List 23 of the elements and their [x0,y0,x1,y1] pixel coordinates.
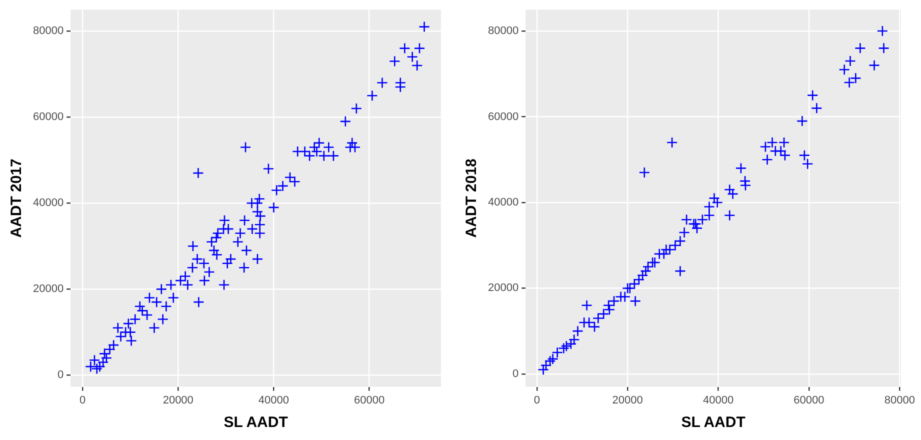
x-axis-title: SL AADT [681,414,746,432]
y-tick-label: 40000 [32,197,64,210]
y-tick-label: 60000 [32,111,64,124]
y-tick-label: 20000 [488,282,519,294]
x-tick-label: 20000 [162,394,194,406]
x-tick-label: 20000 [612,394,643,406]
y-tick-label: 40000 [488,196,519,209]
y-tick-label: 0 [512,368,519,380]
x-tick-label: 80000 [884,394,915,406]
x-tick-label: 60000 [794,394,824,406]
y-axis-title: AADT 2018 [463,158,480,238]
y-tick-label: 0 [57,369,64,382]
x-tick-label: 0 [534,394,540,406]
y-tick-label: 60000 [488,110,519,123]
x-tick-label: 0 [79,394,86,406]
y-axis-title: AADT 2017 [8,158,26,238]
x-tick-label: 40000 [258,394,290,406]
x-axis-title: SL AADT [224,414,288,432]
y-tick-label: 80000 [488,25,519,38]
x-tick-label: 40000 [702,394,734,406]
y-tick-label: 80000 [32,25,64,38]
x-tick-label: 60000 [354,394,385,406]
y-tick-label: 20000 [32,283,64,296]
